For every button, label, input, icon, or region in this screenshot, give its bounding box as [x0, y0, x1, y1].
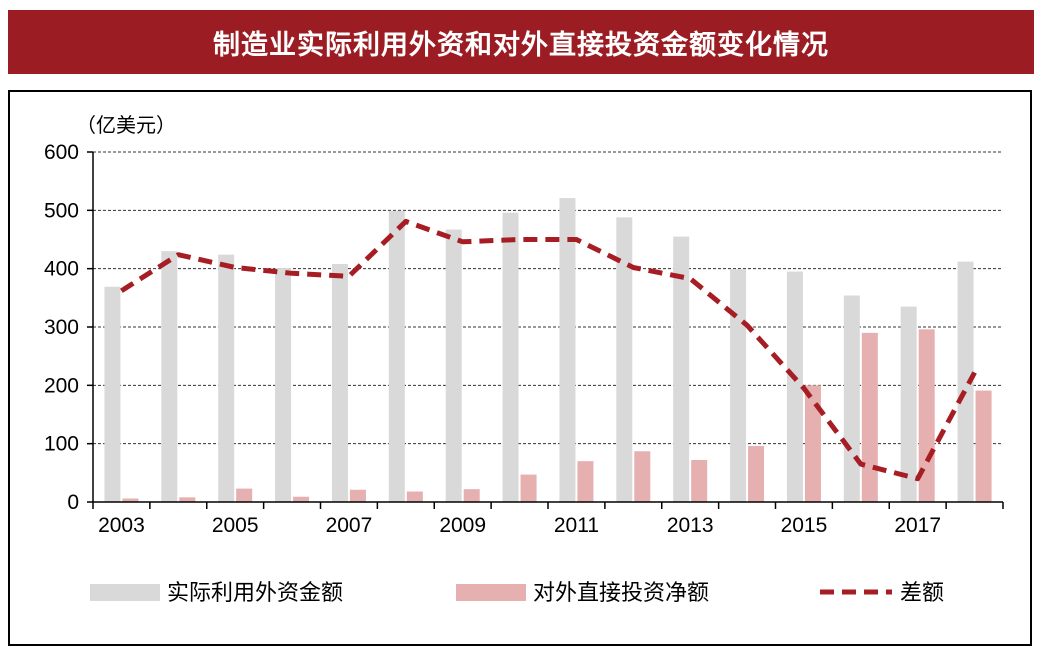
bar-odi-2013 [691, 460, 708, 502]
bar-actual-fdi-2017 [900, 306, 917, 502]
y-tick-label-0: 0 [67, 491, 79, 514]
chart-frame [8, 90, 1032, 646]
bar-actual-fdi-2003 [104, 286, 121, 502]
bar-actual-fdi-2011 [559, 198, 576, 503]
bar-actual-fdi-2005 [218, 254, 235, 502]
x-tick-label-2009: 2009 [439, 514, 486, 537]
line-group [120, 218, 977, 482]
bar-odi-2018 [975, 390, 992, 502]
legend-label-actual-fdi: 实际利用外资金额 [167, 581, 343, 606]
y-tick-label-500: 500 [44, 199, 79, 222]
bars-group [104, 198, 992, 503]
bar-actual-fdi-2008 [388, 210, 405, 502]
bar-actual-fdi-2013 [673, 236, 690, 503]
legend-label-odi: 对外直接投资净额 [533, 581, 709, 606]
y-unit-label: （亿美元） [76, 113, 176, 137]
chart-title: 制造业实际利用外资和对外直接投资金额变化情况 [213, 29, 829, 61]
bar-odi-2015 [804, 385, 821, 502]
bar-odi-2012 [634, 451, 651, 502]
x-tick-label-2015: 2015 [781, 514, 828, 537]
bar-odi-2006 [293, 496, 310, 502]
x-tick-label-2013: 2013 [667, 514, 714, 537]
y-tick-label-400: 400 [44, 258, 79, 281]
bar-odi-2004 [179, 497, 196, 502]
x-tick-label-2003: 2003 [98, 514, 145, 537]
bar-actual-fdi-2015 [786, 271, 803, 502]
y-tick-label-100: 100 [44, 433, 79, 456]
bar-odi-2007 [349, 489, 366, 502]
legend-swatch-odi [456, 584, 526, 601]
legend-swatch-actual-fdi [90, 584, 160, 601]
bar-actual-fdi-2004 [161, 251, 178, 502]
bar-odi-2011 [577, 461, 594, 502]
bar-actual-fdi-2006 [275, 268, 292, 502]
bar-odi-2014 [748, 446, 765, 502]
bar-odi-2010 [520, 474, 537, 502]
x-tick-label-2007: 2007 [326, 514, 373, 537]
axes-group [87, 151, 1004, 509]
bar-odi-2008 [406, 491, 423, 502]
bar-actual-fdi-2016 [843, 295, 860, 502]
bar-odi-2009 [463, 489, 480, 502]
bar-odi-2003 [122, 498, 139, 502]
bar-actual-fdi-2018 [957, 261, 974, 502]
x-tick-label-2005: 2005 [212, 514, 259, 537]
bar-actual-fdi-2009 [445, 229, 462, 503]
bar-actual-fdi-2010 [502, 212, 519, 502]
legend-label-difference: 差额 [900, 581, 944, 606]
bar-actual-fdi-2014 [730, 269, 747, 502]
x-tick-label-2017: 2017 [894, 514, 941, 537]
y-tick-label-600: 600 [44, 141, 79, 164]
chart-title-banner: 制造业实际利用外资和对外直接投资金额变化情况 [8, 10, 1034, 74]
x-tick-label-2011: 2011 [554, 514, 599, 537]
y-tick-label-300: 300 [44, 316, 79, 339]
y-tick-label-200: 200 [44, 374, 79, 397]
bar-odi-2005 [236, 488, 253, 502]
line-difference [120, 218, 977, 482]
legend: 实际利用外资金额 对外直接投资净额 差额 [90, 581, 944, 606]
bar-actual-fdi-2007 [331, 264, 348, 502]
bar-actual-fdi-2012 [616, 217, 633, 503]
bar-odi-2016 [861, 332, 878, 502]
labels-group: 0 100 200 300 400 500 600 （亿美元） 2003 2005 2007 2009… [44, 113, 941, 537]
